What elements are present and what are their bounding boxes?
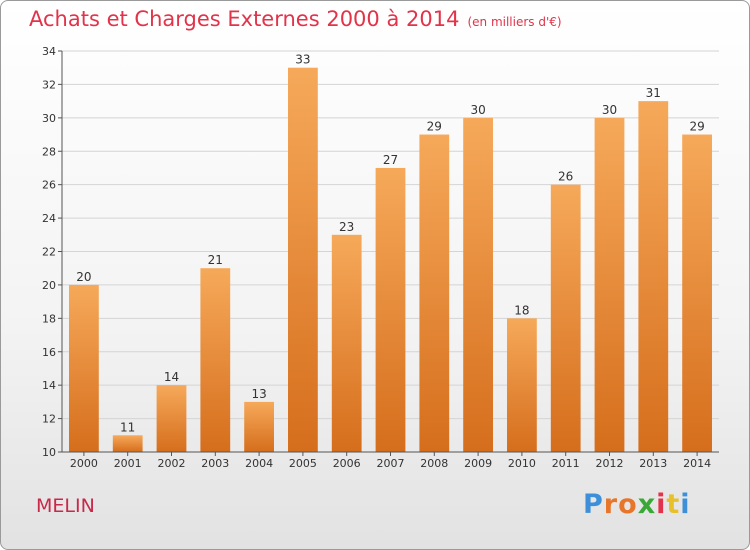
bar-2010 bbox=[507, 318, 537, 452]
y-tick-label: 20 bbox=[42, 279, 56, 292]
data-label: 21 bbox=[208, 253, 223, 267]
data-label: 29 bbox=[427, 120, 442, 134]
labels: 10 12 14 16 18 20 22 24 26 28 30 32 34 20 2000 11 2001 14… bbox=[42, 45, 711, 470]
data-label: 30 bbox=[470, 103, 485, 117]
x-tick-label: 2006 bbox=[333, 457, 361, 470]
data-label: 18 bbox=[514, 303, 529, 317]
x-tick-label: 2008 bbox=[420, 457, 448, 470]
bar-2006 bbox=[331, 234, 362, 452]
proxiti-logo: Proxiti bbox=[583, 489, 691, 520]
data-label: 31 bbox=[646, 86, 661, 100]
y-tick-label: 18 bbox=[42, 312, 56, 325]
data-label: 33 bbox=[295, 53, 310, 67]
chart-title: Achats et Charges Externes 2000 à 2014 (e… bbox=[29, 7, 562, 31]
x-tick-label: 2003 bbox=[201, 457, 229, 470]
bar-2007 bbox=[375, 167, 406, 453]
y-tick-label: 32 bbox=[42, 78, 56, 91]
y-tick-label: 24 bbox=[42, 212, 56, 225]
x-tick-label: 2001 bbox=[114, 457, 142, 470]
bar-2002 bbox=[156, 385, 187, 452]
bar-2003 bbox=[200, 268, 231, 452]
data-label: 11 bbox=[120, 420, 135, 434]
y-tick-label: 30 bbox=[42, 112, 56, 125]
axes bbox=[58, 50, 719, 456]
bar-2000 bbox=[69, 284, 99, 452]
y-tick-label: 22 bbox=[42, 246, 56, 259]
y-tick-label: 10 bbox=[42, 446, 56, 459]
logo-letter: t bbox=[666, 489, 681, 520]
data-label: 29 bbox=[689, 120, 704, 134]
y-tick-label: 12 bbox=[42, 413, 56, 426]
bars bbox=[69, 67, 712, 453]
data-label: 23 bbox=[339, 220, 354, 234]
bar-2001 bbox=[112, 435, 143, 452]
x-tick-label: 2011 bbox=[552, 457, 580, 470]
y-tick-label: 14 bbox=[42, 379, 56, 392]
bar-2008 bbox=[419, 134, 450, 452]
logo-letter: o bbox=[618, 489, 638, 520]
y-tick-label: 26 bbox=[42, 179, 56, 192]
bar-2014 bbox=[682, 134, 712, 452]
logo-letter: i bbox=[656, 489, 667, 520]
y-tick-label: 34 bbox=[42, 45, 56, 58]
title-text: Achats et Charges Externes 2000 à 2014 bbox=[29, 7, 460, 31]
subtitle-text: (en milliers d'€) bbox=[467, 15, 562, 29]
bar-2013 bbox=[638, 101, 669, 452]
bar-2005 bbox=[288, 67, 318, 452]
x-tick-label: 2010 bbox=[508, 457, 536, 470]
data-label: 20 bbox=[76, 270, 91, 284]
bar-2012 bbox=[594, 117, 625, 452]
x-tick-label: 2009 bbox=[464, 457, 492, 470]
data-label: 27 bbox=[383, 153, 398, 167]
data-label: 13 bbox=[251, 387, 266, 401]
bar-2011 bbox=[550, 184, 581, 452]
x-tick-label: 2014 bbox=[683, 457, 711, 470]
data-label: 26 bbox=[558, 170, 573, 184]
data-label: 14 bbox=[164, 370, 179, 384]
x-tick-label: 2005 bbox=[289, 457, 317, 470]
bar-2009 bbox=[463, 117, 493, 452]
y-tick-label: 28 bbox=[42, 145, 56, 158]
y-tick-label: 16 bbox=[42, 346, 56, 359]
logo-letter: r bbox=[603, 489, 619, 520]
x-tick-label: 2007 bbox=[377, 457, 405, 470]
logo-letter: P bbox=[583, 489, 604, 520]
x-tick-label: 2004 bbox=[245, 457, 273, 470]
data-label: 30 bbox=[602, 103, 617, 117]
logo-letter: x bbox=[637, 489, 657, 520]
x-tick-label: 2000 bbox=[70, 457, 98, 470]
x-tick-label: 2002 bbox=[158, 457, 186, 470]
commune-name: MELIN bbox=[36, 495, 95, 517]
bar-2004 bbox=[244, 401, 274, 452]
logo-letter: i bbox=[680, 489, 691, 520]
x-tick-label: 2012 bbox=[596, 457, 624, 470]
x-tick-label: 2013 bbox=[639, 457, 667, 470]
